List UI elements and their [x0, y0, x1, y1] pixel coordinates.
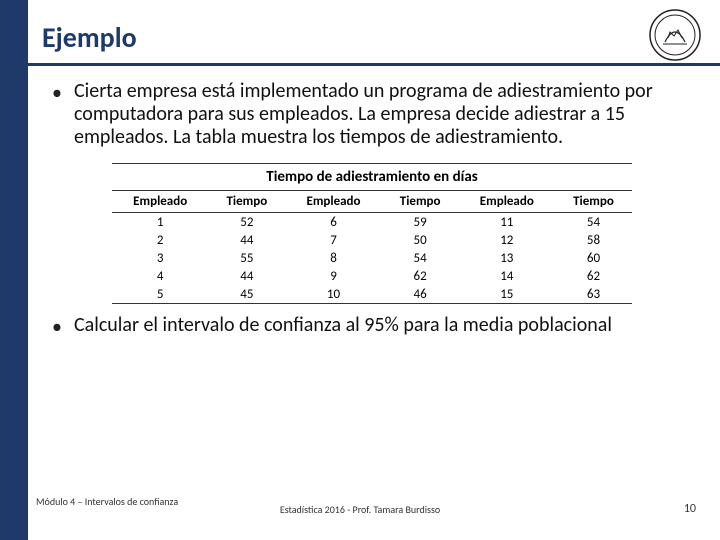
table-row: 4 44 9 62 14 62	[112, 267, 632, 285]
cell: 10	[285, 285, 381, 304]
slide-header: Ejemplo	[28, 0, 720, 66]
bullet-text: Cierta empresa está implementado un prog…	[74, 80, 692, 149]
table-header-row: Empleado Tiempo Empleado Tiempo Empleado…	[112, 191, 632, 213]
cell: 60	[555, 249, 632, 267]
col-header: Tiempo	[382, 191, 459, 213]
col-header: Tiempo	[208, 191, 285, 213]
cell: 62	[382, 267, 459, 285]
cell: 14	[459, 267, 555, 285]
bullet-item: • Cierta empresa está implementado un pr…	[52, 80, 692, 149]
slide-title: Ejemplo	[42, 20, 700, 55]
col-header: Empleado	[285, 191, 381, 213]
cell: 44	[208, 231, 285, 249]
cell: 54	[382, 249, 459, 267]
training-table: Tiempo de adiestramiento en días Emplead…	[112, 163, 632, 304]
slide-number: 10	[684, 502, 696, 516]
col-header: Empleado	[112, 191, 208, 213]
bullet-marker-icon: •	[52, 80, 64, 106]
col-header: Empleado	[459, 191, 555, 213]
cell: 5	[112, 285, 208, 304]
table-row: 5 45 10 46 15 63	[112, 285, 632, 304]
bullet-text: Calcular el intervalo de confianza al 95…	[74, 314, 612, 337]
cell: 4	[112, 267, 208, 285]
cell: 54	[555, 213, 632, 232]
slide-content: • Cierta empresa está implementado un pr…	[28, 66, 720, 340]
cell: 2	[112, 231, 208, 249]
cell: 55	[208, 249, 285, 267]
col-header: Tiempo	[555, 191, 632, 213]
cell: 7	[285, 231, 381, 249]
cell: 15	[459, 285, 555, 304]
cell: 6	[285, 213, 381, 232]
cell: 12	[459, 231, 555, 249]
cell: 3	[112, 249, 208, 267]
cell: 11	[459, 213, 555, 232]
cell: 50	[382, 231, 459, 249]
cell: 62	[555, 267, 632, 285]
cell: 52	[208, 213, 285, 232]
accent-stripe	[0, 0, 28, 540]
table-row: 1 52 6 59 11 54	[112, 213, 632, 232]
cell: 8	[285, 249, 381, 267]
table-row: 2 44 7 50 12 58	[112, 231, 632, 249]
bullet-marker-icon: •	[52, 314, 64, 340]
cell: 63	[555, 285, 632, 304]
footer-course: Estadística 2016 - Prof. Tamara Burdisso	[280, 503, 440, 516]
cell: 45	[208, 285, 285, 304]
table-title: Tiempo de adiestramiento en días	[112, 163, 632, 191]
cell: 1	[112, 213, 208, 232]
cell: 58	[555, 231, 632, 249]
cell: 59	[382, 213, 459, 232]
bullet-item: • Calcular el intervalo de confianza al …	[52, 314, 692, 340]
data-table: Empleado Tiempo Empleado Tiempo Empleado…	[112, 191, 632, 304]
table-row: 3 55 8 54 13 60	[112, 249, 632, 267]
cell: 13	[459, 249, 555, 267]
cell: 9	[285, 267, 381, 285]
footer-module: Módulo 4 – Intervalos de confianza	[36, 495, 178, 508]
cell: 44	[208, 267, 285, 285]
university-seal-icon	[648, 8, 702, 62]
cell: 46	[382, 285, 459, 304]
